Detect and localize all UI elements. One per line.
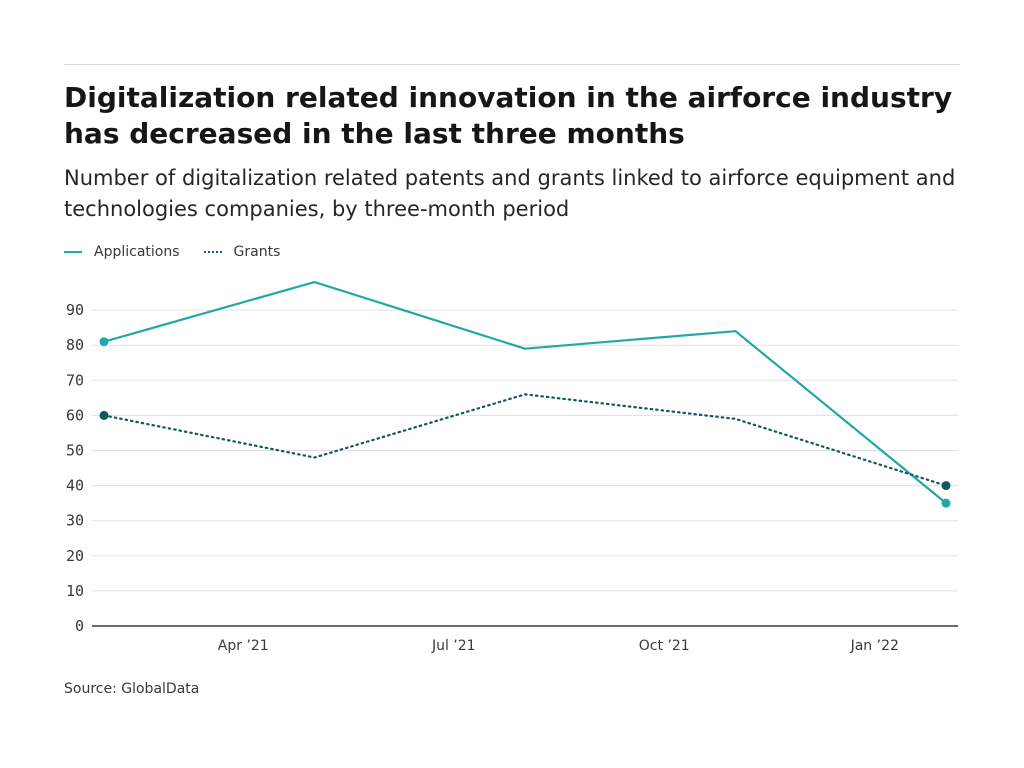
- series-point-grants: [99, 410, 109, 420]
- series-line-grants: [102, 393, 948, 487]
- y-tick-label: 80: [66, 336, 84, 354]
- y-tick-label: 40: [66, 477, 84, 495]
- legend-swatch-applications: [64, 251, 82, 253]
- series-points: [99, 337, 951, 508]
- y-tick-label: 90: [66, 301, 84, 319]
- legend: Applications Grants: [64, 241, 304, 263]
- legend-label-applications: Applications: [94, 244, 180, 260]
- grid-lines: [92, 309, 958, 627]
- chart-subtitle: Number of digitalization related patents…: [64, 166, 956, 221]
- legend-item-applications: Applications: [64, 244, 180, 260]
- x-tick-label: Apr ’21: [218, 638, 269, 654]
- y-tick-label: 30: [66, 512, 84, 530]
- top-divider: [64, 64, 960, 65]
- series-point-applications: [99, 337, 109, 347]
- x-tick-label: Oct ’21: [639, 638, 690, 654]
- y-tick-label: 70: [66, 371, 84, 389]
- chart-title: Digitalization related innovation in the…: [64, 81, 953, 150]
- legend-item-grants: Grants: [203, 244, 281, 260]
- y-tick-label: 10: [66, 582, 84, 600]
- y-tick-label: 50: [66, 442, 84, 460]
- x-tick-label: Jul ’21: [431, 638, 476, 654]
- y-tick-label: 60: [66, 406, 84, 424]
- series-line-applications: [102, 280, 948, 505]
- y-tick-label: 20: [66, 547, 84, 565]
- legend-swatch-grants: [203, 251, 222, 253]
- x-axis-ticks: Apr ’21 Jul ’21 Oct ’21 Jan ’22: [218, 638, 899, 654]
- y-tick-label: 0: [75, 617, 84, 635]
- series-point-applications: [941, 498, 951, 508]
- series-point-grants: [941, 481, 951, 491]
- y-axis-ticks: 0 10 20 30 40 50 60 70 80 90: [66, 301, 84, 635]
- x-tick-label: Jan ’22: [850, 638, 899, 654]
- series-lines: [102, 280, 948, 505]
- source-note: Source: GlobalData: [64, 681, 200, 697]
- legend-label-grants: Grants: [233, 244, 281, 260]
